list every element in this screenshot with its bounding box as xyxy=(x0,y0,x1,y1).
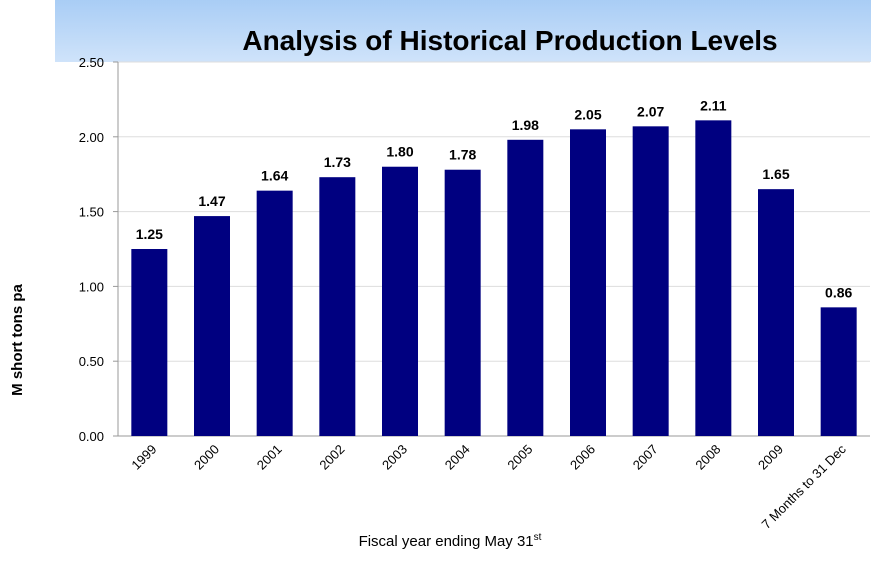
data-label: 1.25 xyxy=(136,226,163,242)
data-label: 1.73 xyxy=(324,154,351,170)
x-axis-title-text: Fiscal year ending May 31 xyxy=(359,533,534,550)
x-tick-label: 2008 xyxy=(692,442,723,473)
x-tick-label: 2006 xyxy=(567,442,598,473)
chart-title: Analysis of Historical Production Levels xyxy=(242,25,777,56)
bar xyxy=(695,120,732,437)
bar xyxy=(444,169,481,436)
y-tick-label: 2.00 xyxy=(79,130,104,145)
bar xyxy=(820,307,857,436)
data-label: 1.47 xyxy=(198,193,225,209)
bar xyxy=(194,216,230,436)
bar xyxy=(507,139,544,437)
x-tick-label: 2007 xyxy=(630,442,661,473)
data-label: 1.65 xyxy=(762,166,789,182)
y-tick-label: 0.00 xyxy=(79,429,104,444)
bar xyxy=(632,126,669,436)
bar xyxy=(131,249,168,436)
data-label: 2.11 xyxy=(700,97,727,113)
x-tick-label: 2001 xyxy=(254,442,285,473)
y-tick-label: 1.00 xyxy=(79,279,104,294)
y-tick-label: 1.50 xyxy=(79,205,104,220)
data-label: 2.05 xyxy=(574,106,601,122)
data-label: 0.86 xyxy=(825,284,852,300)
bar xyxy=(382,166,418,436)
x-tick-label: 2005 xyxy=(504,442,535,473)
data-label: 1.64 xyxy=(261,168,288,184)
bar xyxy=(570,129,606,436)
bar xyxy=(319,177,356,436)
x-tick-label: 1999 xyxy=(128,442,159,473)
x-tick-label: 2000 xyxy=(191,442,222,473)
y-axis-title: M short tons pa xyxy=(9,284,26,396)
title-band xyxy=(55,0,871,62)
data-label: 1.78 xyxy=(449,147,476,163)
x-axis-title-sup: st xyxy=(534,532,542,543)
bar xyxy=(256,190,293,436)
data-label: 1.98 xyxy=(512,117,539,133)
y-tick-label: 2.50 xyxy=(79,55,104,70)
data-label: 1.80 xyxy=(386,144,413,160)
bar xyxy=(758,189,794,436)
x-tick-label: 2004 xyxy=(442,442,473,473)
x-axis-title: Fiscal year ending May 31st xyxy=(359,532,542,550)
x-tick-label: 2009 xyxy=(755,442,786,473)
x-tick-label: 2002 xyxy=(316,442,347,473)
data-label: 2.07 xyxy=(637,103,664,119)
y-tick-label: 0.50 xyxy=(79,354,104,369)
x-tick-label: 2003 xyxy=(379,442,410,473)
